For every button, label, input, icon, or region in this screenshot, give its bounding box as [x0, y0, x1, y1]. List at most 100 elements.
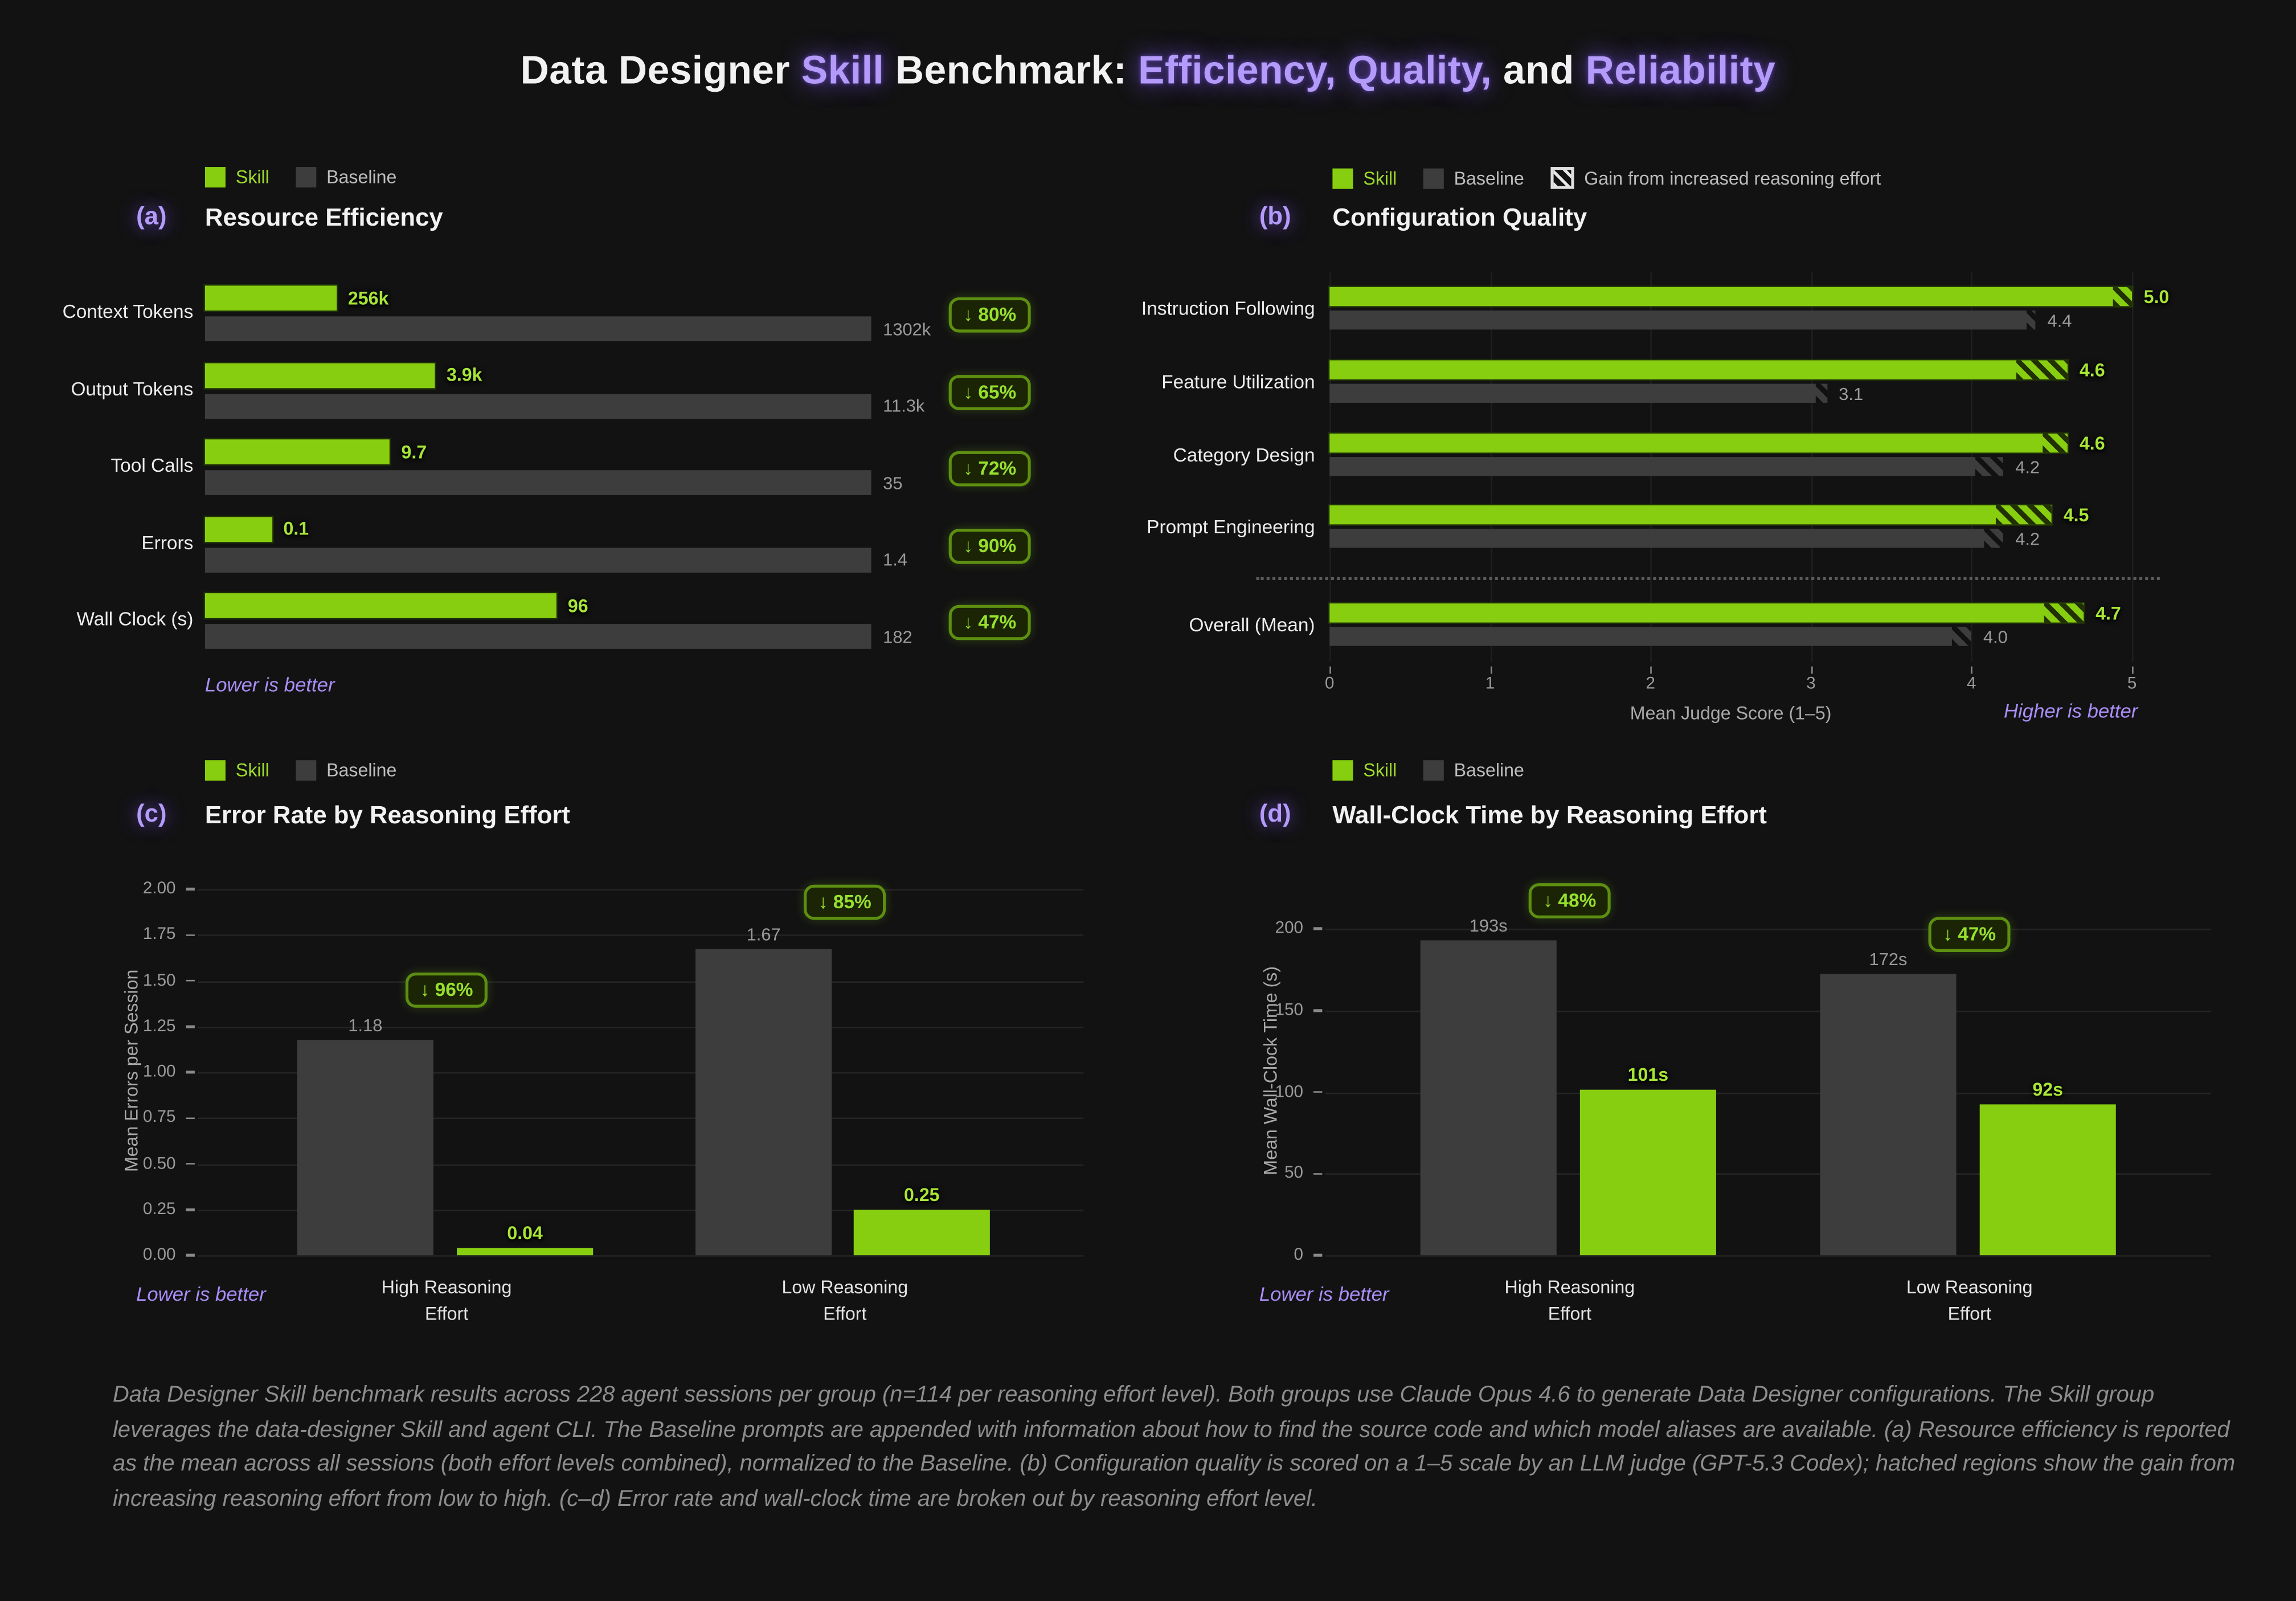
gridline — [1325, 928, 2211, 930]
baseline-swatch-icon — [1423, 760, 1444, 781]
x-category-label: High Reasoning Effort — [1504, 1277, 1635, 1324]
skill-bar: 4.6 — [1329, 433, 2105, 454]
baseline-swatch-icon — [296, 760, 317, 781]
skill-swatch-icon — [204, 760, 226, 781]
reduction-badge: ↓ 47% — [1928, 917, 2011, 953]
baseline-bar — [297, 1039, 433, 1256]
baseline-value-label: 4.4 — [2047, 309, 2072, 330]
title-segment-highlight: Skill — [801, 48, 885, 92]
axis-tick — [1313, 927, 1323, 930]
panel-b-title: Configuration Quality — [1332, 203, 1587, 232]
axis-tick — [186, 1254, 195, 1257]
row-label: Errors — [141, 530, 194, 553]
gridline — [198, 981, 1084, 982]
title-segment: Data Designer — [520, 48, 801, 92]
skill-value-label: 256k — [347, 288, 389, 309]
axis-tick — [1313, 1254, 1323, 1257]
legend-baseline-label: Baseline — [1454, 168, 1524, 189]
skill-value-label: 4.7 — [2096, 602, 2121, 623]
axis-tick-label: 1 — [1485, 675, 1495, 693]
axis-tick-label: 2 — [1646, 675, 1655, 693]
panel-b-footnote: Higher is better — [2003, 700, 2138, 722]
gridline — [198, 1255, 1084, 1257]
skill-bar — [1979, 1105, 2116, 1256]
section-separator — [1256, 577, 2160, 581]
axis-tick-label: 1.25 — [142, 1018, 176, 1035]
axis-tick — [1650, 666, 1652, 674]
gain-hatch — [1995, 505, 2052, 525]
skill-bar: 4.5 — [1329, 505, 2089, 525]
axis-tick — [1313, 1009, 1323, 1012]
gain-hatch — [1974, 457, 2004, 476]
legend-item-skill: Skill — [204, 760, 269, 781]
legend-skill-label: Skill — [1363, 168, 1397, 189]
gridline — [198, 1072, 1084, 1074]
legend-skill-label: Skill — [235, 760, 269, 781]
legend-item-skill: Skill — [204, 167, 269, 188]
gridline — [198, 934, 1084, 937]
reduction-badge: ↓ 96% — [405, 972, 488, 1008]
hatch-swatch-icon — [1550, 167, 1574, 189]
axis-tick — [186, 933, 195, 936]
axis-tick-label: 1.50 — [142, 971, 176, 990]
panel-b-letter: (b) — [1259, 202, 1291, 230]
panel-configuration-quality: Skill Baseline Gain from increased reaso… — [1141, 158, 2248, 737]
axis-tick-label: 200 — [1275, 920, 1303, 938]
axis-tick — [2132, 666, 2134, 674]
row-label: Tool Calls — [110, 454, 194, 476]
reduction-badge: ↓ 90% — [948, 528, 1032, 563]
gridline — [1325, 1092, 2211, 1094]
panel-b-legend: Skill Baseline Gain from increased reaso… — [1332, 167, 1894, 189]
axis-tick — [186, 1025, 195, 1028]
legend-item-baseline: Baseline — [296, 167, 396, 188]
skill-value-label: 96 — [567, 595, 588, 616]
row-label: Context Tokens — [62, 300, 194, 322]
title-segment: Benchmark: — [884, 48, 1139, 92]
gain-hatch — [1952, 627, 1972, 646]
axis-tick-label: 3 — [1806, 675, 1816, 693]
axis-tick — [1329, 666, 1331, 674]
axis-tick — [186, 1117, 195, 1120]
gridline — [198, 1209, 1084, 1211]
gridline — [1325, 1173, 2211, 1175]
row-label: Prompt Engineering — [1147, 515, 1315, 538]
baseline-value-label: 1302k — [883, 318, 931, 340]
axis-tick — [1811, 666, 1813, 674]
baseline-value-label: 1.4 — [883, 549, 908, 570]
panel-d-footnote: Lower is better — [1259, 1283, 1389, 1305]
figure-caption: Data Designer Skill benchmark results ac… — [112, 1382, 2236, 1512]
skill-value-label: 4.5 — [2063, 504, 2089, 525]
gridline — [2132, 272, 2134, 662]
baseline-bar: 3.1 — [1329, 383, 1863, 403]
axis-tick — [1490, 666, 1492, 674]
legend-gain-label: Gain from increased reasoning effort — [1584, 168, 1881, 189]
panel-c-footnote: Lower is better — [136, 1283, 266, 1305]
baseline-swatch-icon — [296, 167, 317, 188]
legend-item-skill: Skill — [1332, 760, 1397, 781]
axis-tick-label: 0.75 — [142, 1109, 176, 1127]
skill-bar — [1579, 1090, 1716, 1256]
panel-d-legend: Skill Baseline — [1332, 760, 1537, 781]
row-label: Overall (Mean) — [1189, 614, 1315, 636]
baseline-bar: 4.0 — [1329, 626, 2008, 647]
baseline-value-label: 35 — [883, 472, 903, 493]
axis-tick-label: 0.25 — [142, 1200, 176, 1219]
reduction-badge: ↓ 72% — [948, 451, 1032, 487]
gridline — [198, 1163, 1084, 1166]
axis-tick — [186, 1162, 195, 1165]
axis-tick — [1971, 666, 1973, 674]
legend-item-skill: Skill — [1332, 168, 1397, 189]
baseline-bar — [1820, 974, 1957, 1256]
baseline-bar: 182 — [204, 624, 912, 649]
legend-skill-label: Skill — [235, 167, 269, 188]
axis-tick-label: 0.50 — [142, 1155, 176, 1173]
skill-value-label: 3.9k — [447, 365, 482, 386]
panel-a-legend: Skill Baseline — [204, 167, 410, 188]
baseline-bar: 4.4 — [1329, 310, 2072, 330]
gridline — [198, 889, 1084, 891]
axis-tick — [1313, 1091, 1323, 1093]
row-label: Instruction Following — [1141, 297, 1315, 320]
skill-value-label: 4.6 — [2079, 360, 2105, 381]
axis-tick-label: 4 — [1967, 675, 1976, 693]
skill-swatch-icon — [1332, 168, 1353, 189]
